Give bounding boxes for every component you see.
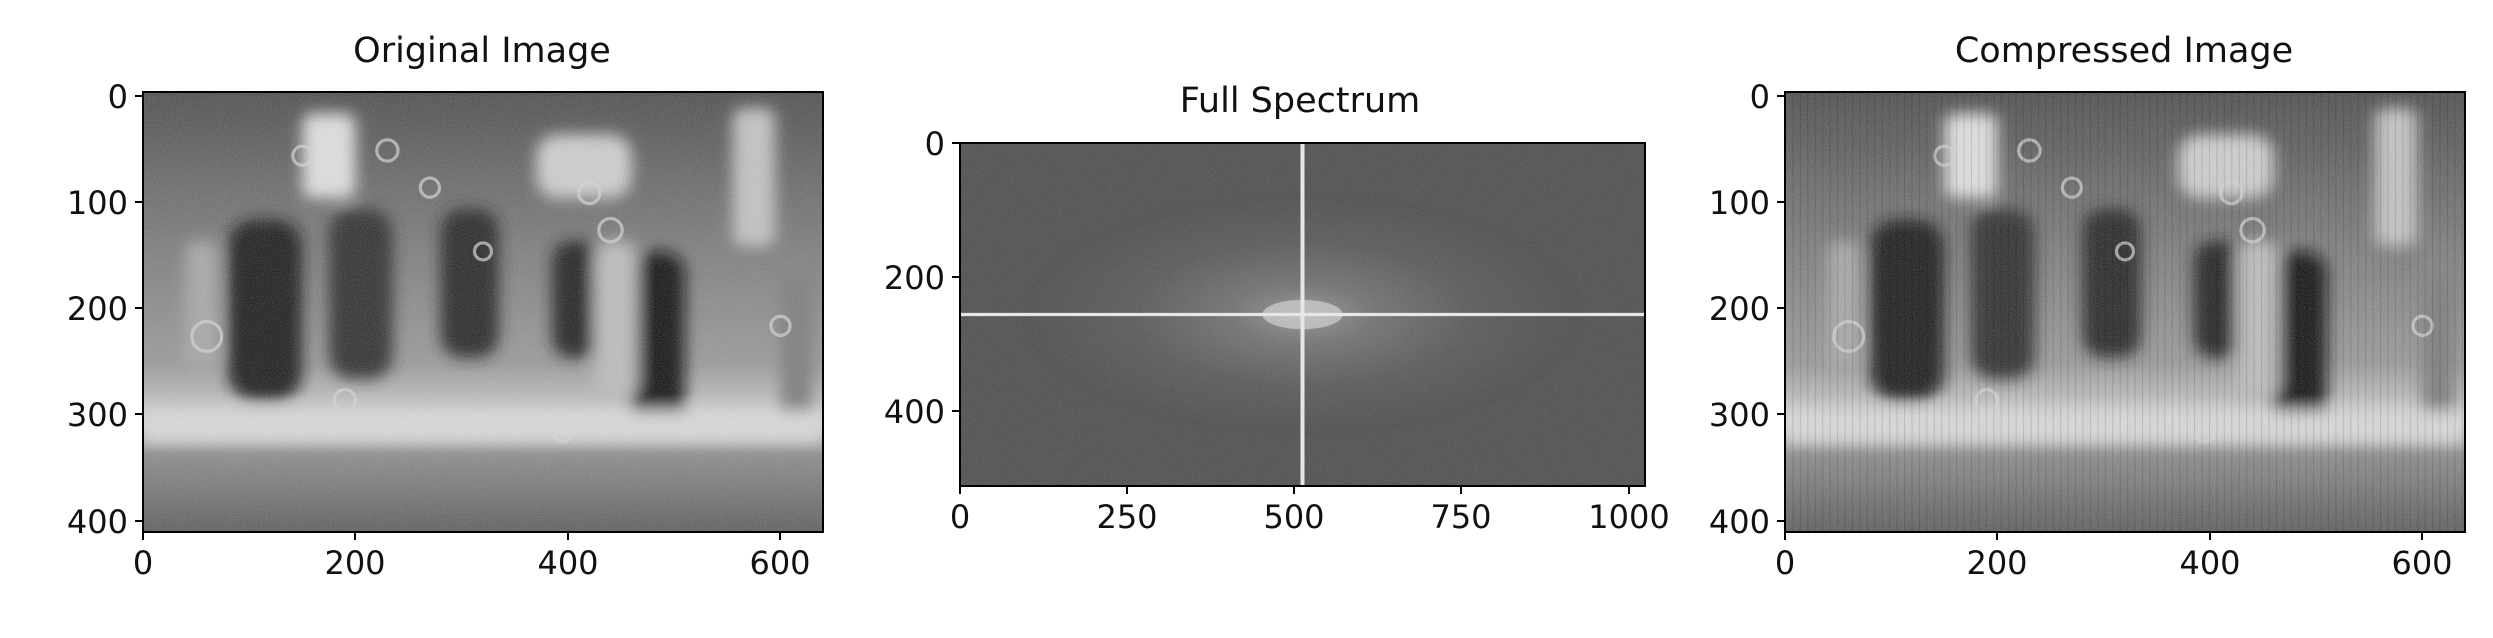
x-axis: 0 250 500 750 1000 <box>950 486 1670 536</box>
y-tick-label: 100 <box>67 184 128 222</box>
y-axis: 0 200 400 <box>884 125 960 431</box>
y-tick-label: 400 <box>1709 503 1770 541</box>
y-tick-label: 100 <box>1709 184 1770 222</box>
y-tick-label: 0 <box>925 125 945 163</box>
x-tick-label: 750 <box>1430 498 1491 536</box>
image-area <box>1785 92 2465 532</box>
panel-full-spectrum: Full Spectrum 0 200 400 0 2 <box>884 81 1670 536</box>
y-tick-label: 200 <box>884 259 945 297</box>
y-tick-label: 400 <box>67 503 128 541</box>
y-tick-label: 0 <box>1750 78 1770 116</box>
x-tick-label: 400 <box>2179 544 2240 582</box>
y-tick-label: 400 <box>884 393 945 431</box>
image-area <box>143 92 823 532</box>
y-tick-label: 300 <box>1709 396 1770 434</box>
x-tick-label: 600 <box>2391 544 2452 582</box>
panel-title: Compressed Image <box>1955 31 2293 71</box>
y-tick-label: 200 <box>1709 290 1770 328</box>
axes-frame <box>959 142 1646 487</box>
x-tick-label: 1000 <box>1588 498 1669 536</box>
y-axis: 0 100 200 300 400 <box>1709 78 1785 541</box>
panel-compressed-image: Compressed Image 0 100 200 300 400 0 <box>1709 31 2466 582</box>
x-axis: 0 200 400 600 <box>1775 532 2453 582</box>
x-tick-label: 200 <box>324 544 385 582</box>
y-tick-label: 0 <box>108 78 128 116</box>
y-tick-label: 200 <box>67 290 128 328</box>
panel-title: Full Spectrum <box>1180 81 1421 121</box>
x-tick-label: 400 <box>537 544 598 582</box>
x-axis: 0 200 400 600 <box>133 532 811 582</box>
x-tick-label: 250 <box>1096 498 1157 536</box>
y-axis: 0 100 200 300 400 <box>67 78 143 541</box>
x-tick-label: 600 <box>749 544 810 582</box>
y-tick-label: 300 <box>67 396 128 434</box>
x-tick-label: 0 <box>1775 544 1795 582</box>
x-tick-label: 0 <box>133 544 153 582</box>
axes-frame <box>1784 91 2466 533</box>
panel-original-image: Original Image 0 100 200 300 400 0 200 <box>67 31 824 582</box>
x-tick-label: 200 <box>1966 544 2027 582</box>
x-tick-label: 0 <box>950 498 970 536</box>
x-tick-label: 500 <box>1263 498 1324 536</box>
panel-title: Original Image <box>353 31 611 71</box>
image-area <box>960 143 1645 486</box>
axes-frame <box>142 91 824 533</box>
